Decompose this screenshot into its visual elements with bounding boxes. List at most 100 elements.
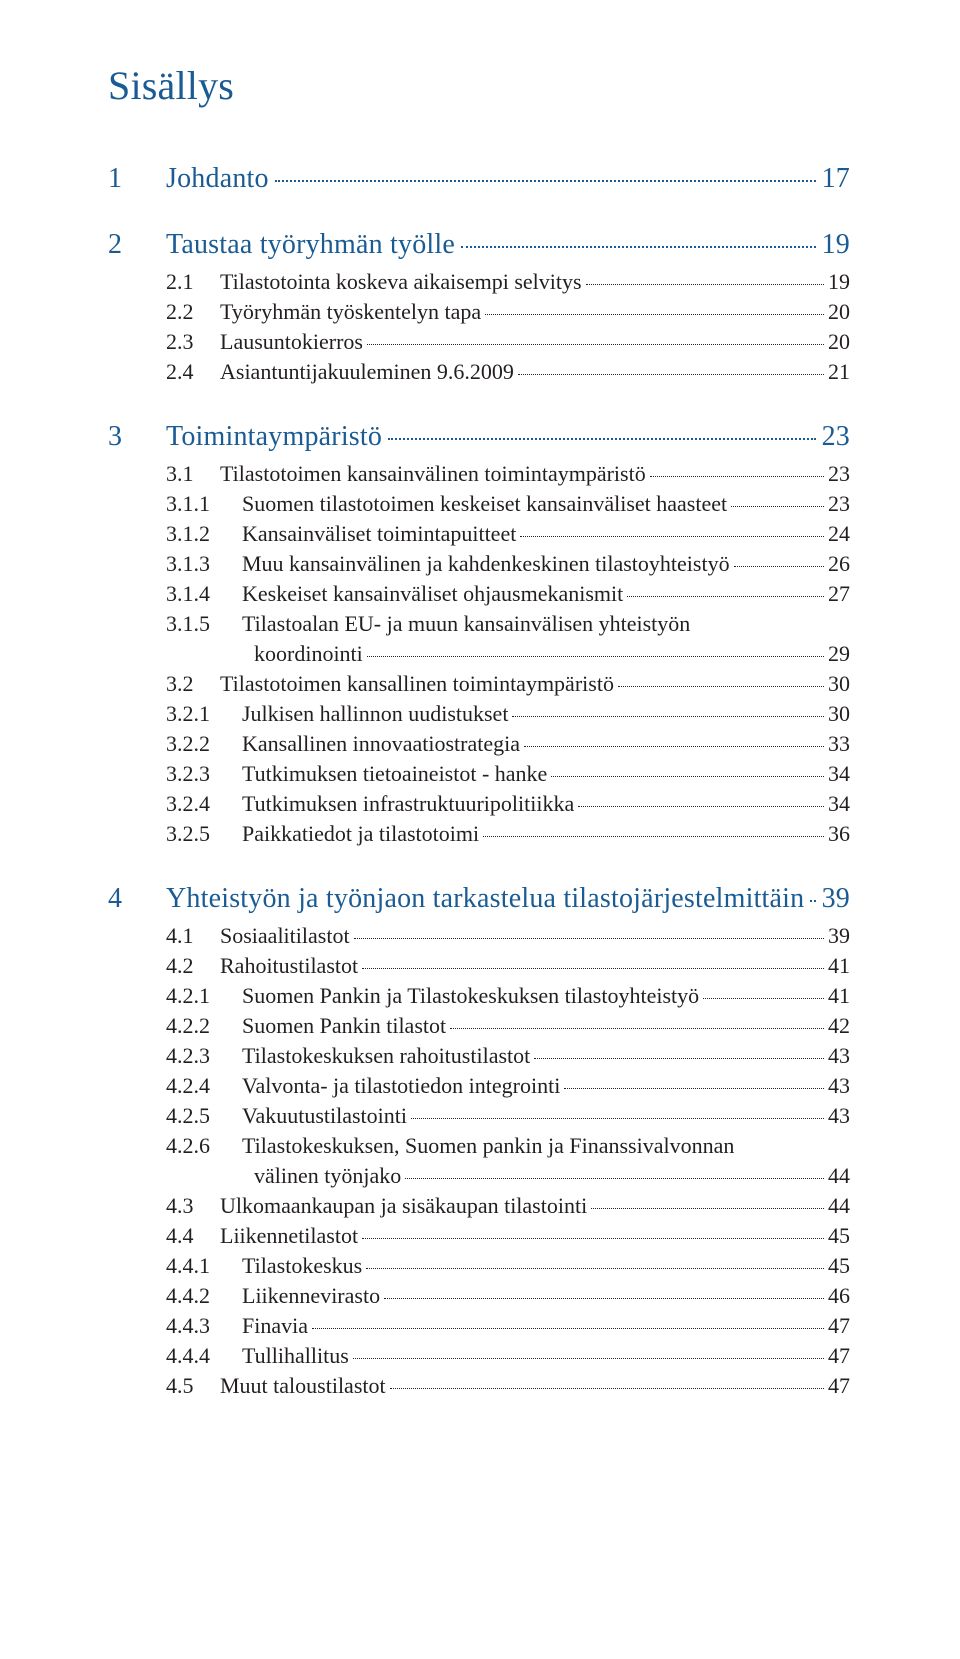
leader-dots — [384, 1297, 824, 1299]
entry-page: 30 — [828, 669, 850, 699]
leader-dots — [524, 745, 824, 747]
toc-entry: 4.4.3 Finavia 47 — [108, 1311, 850, 1341]
entry-page: 36 — [828, 819, 850, 849]
toc-entry: 4.2.6 Tilastokeskuksen, Suomen pankin ja… — [108, 1131, 850, 1161]
entry-page: 47 — [828, 1311, 850, 1341]
entry-page: 27 — [828, 579, 850, 609]
entry-title-line1: Tilastoalan EU- ja muun kansainvälisen y… — [242, 609, 690, 639]
entry-number: 3.1 — [166, 459, 220, 489]
toc-entry: 4.2.1 Suomen Pankin ja Tilastokeskuksen … — [108, 981, 850, 1011]
entry-title: Finavia — [242, 1311, 308, 1341]
entry-title: Tullihallitus — [242, 1341, 349, 1371]
entry-number: 4.2.4 — [166, 1071, 242, 1101]
entry-title: Suomen Pankin ja Tilastokeskuksen tilast… — [242, 981, 699, 1011]
leader-dots — [520, 535, 824, 537]
chapter-title: Taustaa työryhmän työlle — [166, 229, 455, 261]
entry-title: Keskeiset kansainväliset ohjausmekanismi… — [242, 579, 623, 609]
entry-title: Muu kansainvälinen ja kahdenkeskinen til… — [242, 549, 730, 579]
entry-number: 4.4.3 — [166, 1311, 242, 1341]
leader-dots — [367, 343, 824, 345]
entry-number: 4.2 — [166, 951, 220, 981]
toc-entry: 4.2.5 Vakuutustilastointi 43 — [108, 1101, 850, 1131]
chapter-page: 23 — [822, 421, 850, 453]
page-title: Sisällys — [108, 62, 850, 109]
entry-page: 41 — [828, 951, 850, 981]
entry-number: 4.4.1 — [166, 1251, 242, 1281]
leader-dots — [362, 967, 824, 969]
leader-dots — [618, 685, 824, 687]
toc-entry: 2.3 Lausuntokierros 20 — [108, 327, 850, 357]
leader-dots — [703, 997, 824, 999]
toc-entry: 4.4.1 Tilastokeskus 45 — [108, 1251, 850, 1281]
chapter-number: 3 — [108, 421, 166, 453]
toc-page: Sisällys 1 Johdanto 17 2 Taustaa työryhm… — [0, 0, 960, 1659]
entry-page: 19 — [828, 267, 850, 297]
entry-number: 2.4 — [166, 357, 220, 387]
leader-dots — [388, 437, 816, 440]
entry-title-line2: koordinointi — [254, 639, 363, 669]
entry-page: 39 — [828, 921, 850, 951]
leader-dots — [586, 283, 824, 285]
entry-title: Rahoitustilastot — [220, 951, 358, 981]
entry-number: 3.1.3 — [166, 549, 242, 579]
leader-dots — [731, 505, 824, 507]
toc-entry-wrap: koordinointi 29 — [108, 639, 850, 669]
chapter-page: 19 — [822, 229, 850, 261]
entry-page: 34 — [828, 789, 850, 819]
leader-dots — [734, 565, 824, 567]
leader-dots — [354, 937, 824, 939]
leader-dots — [483, 835, 824, 837]
chapter-number: 4 — [108, 883, 166, 915]
entry-page: 20 — [828, 297, 850, 327]
leader-dots — [275, 179, 816, 182]
entry-page: 41 — [828, 981, 850, 1011]
entry-title: Vakuutustilastointi — [242, 1101, 407, 1131]
leader-dots — [534, 1057, 824, 1059]
toc-entry: 2.4 Asiantuntijakuuleminen 9.6.2009 21 — [108, 357, 850, 387]
toc-entry: 3.1.4 Keskeiset kansainväliset ohjausmek… — [108, 579, 850, 609]
toc-entry: 2.1 Tilastotointa koskeva aikaisempi sel… — [108, 267, 850, 297]
entry-number: 3.2.4 — [166, 789, 242, 819]
leader-dots — [578, 805, 824, 807]
entry-number: 3.2 — [166, 669, 220, 699]
entry-number: 4.2.6 — [166, 1131, 242, 1161]
entry-number: 4.4 — [166, 1221, 220, 1251]
entry-title: Ulkomaankaupan ja sisäkaupan tilastointi — [220, 1191, 587, 1221]
entry-page: 45 — [828, 1251, 850, 1281]
entry-title: Tilastotoimen kansainvälinen toimintaymp… — [220, 459, 646, 489]
toc-entry: 3.2.4 Tutkimuksen infrastruktuuripolitii… — [108, 789, 850, 819]
chapter-number: 1 — [108, 163, 166, 195]
entry-title: Kansainväliset toimintapuitteet — [242, 519, 516, 549]
entry-title: Muut taloustilastot — [220, 1371, 386, 1401]
entry-page: 47 — [828, 1341, 850, 1371]
toc-entry: 3.2.2 Kansallinen innovaatiostrategia 33 — [108, 729, 850, 759]
chapter-title: Yhteistyön ja työnjaon tarkastelua tilas… — [166, 883, 804, 915]
toc-entry: 4.3 Ulkomaankaupan ja sisäkaupan tilasto… — [108, 1191, 850, 1221]
leader-dots — [518, 373, 824, 375]
toc-entry: 3.1.3 Muu kansainvälinen ja kahdenkeskin… — [108, 549, 850, 579]
toc-entry: 3.2 Tilastotoimen kansallinen toimintaym… — [108, 669, 850, 699]
leader-dots — [366, 1267, 824, 1269]
entry-number: 2.2 — [166, 297, 220, 327]
entry-page: 30 — [828, 699, 850, 729]
chapter-1: 1 Johdanto 17 — [108, 163, 850, 195]
entry-title: Kansallinen innovaatiostrategia — [242, 729, 520, 759]
leader-dots — [627, 595, 824, 597]
entry-page: 43 — [828, 1041, 850, 1071]
entry-title: Asiantuntijakuuleminen 9.6.2009 — [220, 357, 514, 387]
toc-entry: 3.1.5 Tilastoalan EU- ja muun kansainväl… — [108, 609, 850, 639]
toc-entry: 4.2.2 Suomen Pankin tilastot 42 — [108, 1011, 850, 1041]
toc-entry: 3.2.3 Tutkimuksen tietoaineistot - hanke… — [108, 759, 850, 789]
entry-number: 4.2.2 — [166, 1011, 242, 1041]
leader-dots — [405, 1177, 824, 1179]
leader-dots — [353, 1357, 824, 1359]
entry-page: 44 — [828, 1191, 850, 1221]
entry-number: 4.4.2 — [166, 1281, 242, 1311]
entry-title: Valvonta- ja tilastotiedon integrointi — [242, 1071, 560, 1101]
entry-number: 4.5 — [166, 1371, 220, 1401]
leader-dots — [591, 1207, 824, 1209]
leader-dots — [411, 1117, 824, 1119]
entry-number: 3.2.1 — [166, 699, 242, 729]
toc-entry: 2.2 Työryhmän työskentelyn tapa 20 — [108, 297, 850, 327]
entry-page: 43 — [828, 1101, 850, 1131]
